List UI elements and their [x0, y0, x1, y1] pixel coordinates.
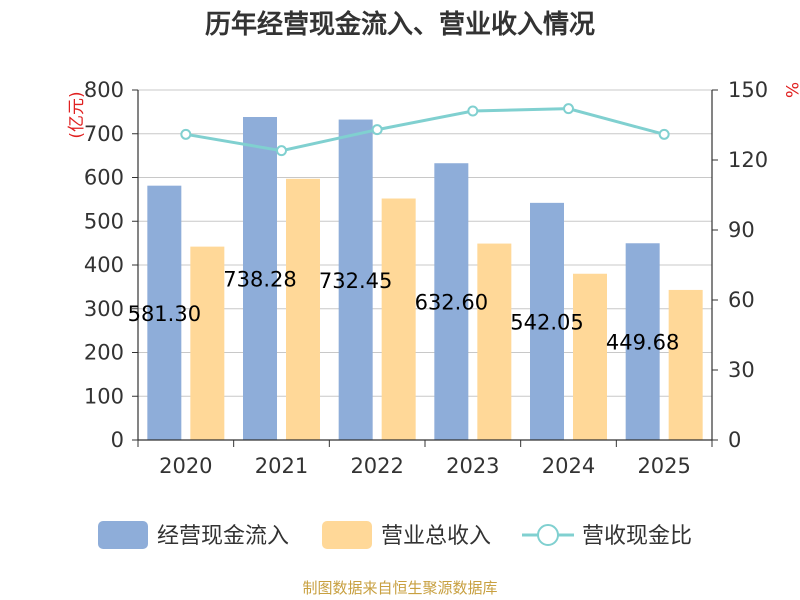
cash-inflow-bar	[434, 163, 469, 441]
ratio-point	[658, 128, 670, 140]
cash-inflow-bar	[147, 185, 182, 440]
x-tick-label: 2025	[637, 454, 690, 478]
grid	[138, 89, 712, 397]
legend-item-cash-inflow: 经营现金流入	[98, 521, 289, 549]
y-right-tick-label: 30	[728, 358, 755, 382]
legend-label: 营业总收入	[381, 524, 491, 549]
data-label: 632.60	[415, 291, 488, 315]
revenue-bar	[286, 178, 320, 440]
x-tick-label: 2022	[350, 454, 403, 478]
data-label: 449.68	[606, 331, 679, 355]
data-label: 738.28	[223, 268, 296, 292]
data-label: 732.45	[319, 269, 392, 293]
y-left-tick-label: 100	[84, 384, 124, 408]
y-left-tick-label: 800	[84, 78, 124, 102]
y-left-tick-label: 0	[111, 428, 124, 452]
y-left-tick-label: 200	[84, 341, 124, 365]
data-label: 581.30	[128, 302, 201, 326]
y-left-tick-label: 700	[84, 122, 124, 146]
revenue-bar	[190, 246, 225, 440]
revenue-bar	[573, 273, 607, 440]
y-left-tick-label: 400	[84, 253, 124, 277]
y-left-unit: (亿元)	[67, 91, 87, 138]
data-label: 542.05	[510, 310, 583, 334]
cash-inflow-bar	[625, 243, 660, 440]
x-tick-label: 2023	[446, 454, 499, 478]
x-tick-label: 2020	[159, 454, 212, 478]
ratio-point	[276, 145, 287, 157]
legend-label: 营收现金比	[582, 524, 692, 549]
ratio-point	[467, 105, 479, 117]
x-tick-label: 2024	[542, 454, 595, 478]
legend-swatch	[322, 521, 372, 549]
ratio-point	[371, 124, 383, 136]
y-right-tick-label: 120	[728, 148, 768, 172]
axes: 0 100 200 300 400 500 600 700 800 0 30 60 90 120 150 20…	[84, 78, 768, 478]
data-labels: 581.30 738.28 732.45 632.60 542.05 449.68	[128, 268, 680, 355]
legend-item-revenue: 营业总收入	[322, 521, 491, 549]
y-right-tick-label: 90	[728, 218, 755, 242]
y-right-tick-label: 150	[728, 78, 768, 102]
legend-item-ratio: 营收现金比	[522, 524, 692, 549]
x-tick-label: 2021	[255, 454, 308, 478]
y-right-tick-label: 60	[728, 288, 755, 312]
legend-swatch	[98, 521, 148, 549]
chart-title: 历年经营现金流入、营业收入情况	[205, 9, 595, 40]
y-right-unit: %	[781, 82, 800, 98]
y-left-tick-label: 500	[84, 209, 124, 233]
ratio-point	[180, 128, 192, 140]
cash-inflow-bar	[530, 202, 564, 440]
legend-label: 经营现金流入	[157, 524, 289, 549]
source-note: 制图数据来自恒生聚源数据库	[302, 579, 497, 597]
legend-swatch-marker	[537, 524, 559, 546]
y-right-tick-label: 0	[728, 428, 741, 452]
revenue-bar	[381, 198, 416, 440]
y-left-tick-label: 600	[84, 166, 124, 190]
bars	[147, 117, 703, 441]
ratio-line-path	[185, 107, 665, 153]
cash-inflow-bar	[338, 119, 373, 440]
y-left-tick-label: 300	[84, 297, 124, 321]
cash-inflow-bar	[243, 117, 277, 440]
revenue-bar	[668, 289, 703, 440]
ratio-line	[180, 103, 670, 157]
legend: 经营现金流入 营业总收入 营收现金比	[98, 521, 692, 549]
revenue-bar	[477, 243, 512, 440]
ratio-point	[563, 103, 574, 115]
